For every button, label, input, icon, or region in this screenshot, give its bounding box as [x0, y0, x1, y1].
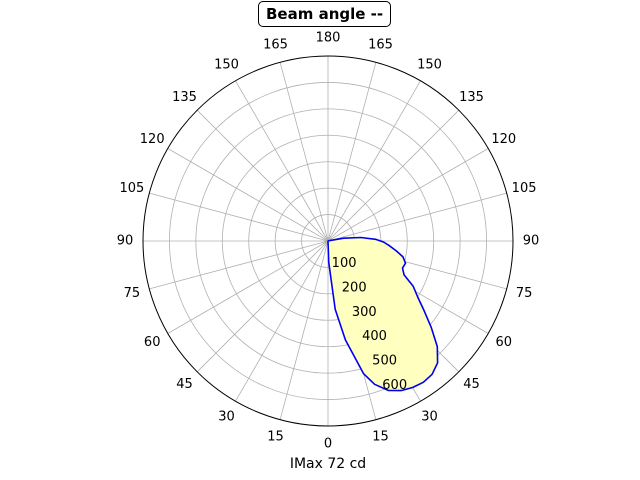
- angle-tick-label: 105: [119, 181, 144, 196]
- angular-grid-line: [235, 80, 329, 242]
- angular-grid-line: [167, 240, 329, 334]
- radial-tick-label: 600: [382, 378, 407, 393]
- angle-tick-label: 15: [267, 430, 284, 445]
- angular-grid-line: [279, 62, 329, 242]
- angular-grid-line: [279, 240, 329, 420]
- radial-tick-label: 100: [332, 256, 357, 271]
- radial-tick-label: 300: [352, 305, 377, 320]
- angle-tick-label: 60: [496, 335, 513, 350]
- series-line: [327, 236, 439, 392]
- angle-tick-label: 165: [368, 37, 393, 52]
- radial-grid-circle: [195, 108, 461, 374]
- angle-tick-label: 30: [421, 409, 438, 424]
- angular-grid-line: [327, 80, 421, 242]
- radial-tick-label: 200: [342, 280, 367, 295]
- angle-tick-label: 75: [124, 286, 141, 301]
- angle-tick-label: 120: [491, 132, 516, 147]
- chart-title: Beam angle --: [258, 1, 392, 27]
- radial-grid-circle: [221, 134, 435, 348]
- angle-tick-label: 15: [372, 430, 389, 445]
- angular-grid-line: [327, 148, 489, 242]
- angle-tick-label: 75: [516, 286, 533, 301]
- angular-grid-line: [327, 109, 460, 242]
- angle-tick-label: 90: [523, 234, 540, 249]
- radial-grid-circle: [248, 161, 408, 321]
- angle-tick-label: 135: [172, 90, 197, 105]
- series-layer: [327, 236, 439, 392]
- angular-grid-line: [196, 240, 329, 373]
- x-axis-label: IMax 72 cd: [289, 456, 367, 472]
- angular-grid-line: [149, 240, 329, 290]
- angular-grid-line: [167, 148, 329, 242]
- angular-grid-line: [327, 62, 377, 242]
- radial-grid-circle: [169, 82, 487, 400]
- series-fill: [328, 237, 438, 391]
- angle-tick-label: 0: [324, 437, 332, 452]
- angle-tick-label: 90: [117, 234, 134, 249]
- tick-labels: 0 15 30 45 60 75 90 105 120 135 150 165 180 165 150 135…: [117, 31, 540, 452]
- angle-tick-label: 150: [214, 58, 239, 73]
- angular-grid-line: [196, 109, 329, 242]
- angle-tick-label: 180: [316, 31, 341, 46]
- angular-grid-line: [149, 192, 329, 242]
- angular-grid-line: [327, 192, 507, 242]
- angular-grid-line: [235, 240, 329, 402]
- radial-tick-label: 400: [362, 329, 387, 344]
- angle-tick-label: 135: [459, 90, 484, 105]
- angle-tick-label: 30: [218, 409, 235, 424]
- angle-tick-label: 165: [263, 37, 288, 52]
- angle-tick-label: 150: [417, 58, 442, 73]
- angle-tick-label: 105: [512, 181, 537, 196]
- angle-tick-label: 45: [176, 377, 193, 392]
- angle-tick-label: 45: [463, 377, 480, 392]
- angle-tick-label: 120: [140, 132, 165, 147]
- radial-tick-label: 500: [372, 354, 397, 369]
- angle-tick-label: 60: [144, 335, 161, 350]
- polar-frame: [142, 55, 514, 427]
